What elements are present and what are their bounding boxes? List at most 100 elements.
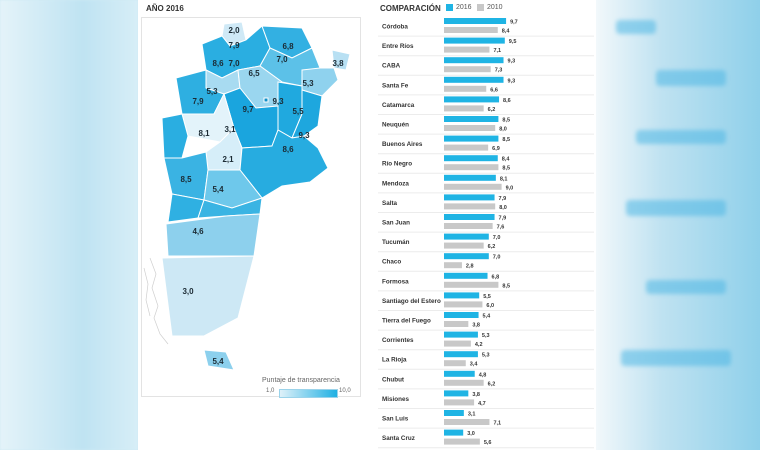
value-label-2016-caba: 9,3 [508,59,516,65]
legend-2010: 2010 [477,4,503,11]
bar-2016-tierra-del-fuego[interactable] [444,312,479,318]
bar-2010-san-juan[interactable] [444,223,493,229]
value-label-2010-santiago-del-estero: 6,0 [486,303,494,309]
category-label-entre-rios: Entre Ríos [382,43,414,50]
category-label-formosa: Formosa [382,278,409,285]
value-label-2016-rio-negro: 8,4 [502,157,511,163]
bar-2016-misiones[interactable] [444,390,469,397]
bar-2016-buenos-aires[interactable] [444,135,499,142]
value-label-2016-mendoza: 8,1 [500,176,508,182]
category-label-catamarca: Catamarca [382,102,415,109]
bar-2016-san-luis[interactable] [444,410,464,416]
bar-2016-la-rioja[interactable] [444,351,478,358]
bar-2010-catamarca[interactable] [444,105,484,112]
bar-2016-formosa[interactable] [444,272,488,279]
bar-2010-mendoza[interactable] [444,183,502,190]
region-chubut[interactable] [165,213,261,257]
value-label-2010-mendoza: 9,0 [506,185,514,191]
legend-label-2010: 2010 [487,4,503,11]
bar-2010-neuquen[interactable] [444,125,496,131]
category-label-san-juan: San Juan [382,220,410,227]
legend-swatch-2010 [477,4,484,11]
category-label-buenos-aires: Buenos Aires [382,141,423,148]
bar-2010-cordoba[interactable] [444,27,498,33]
bar-2016-caba[interactable] [444,57,504,64]
category-label-santiago-del-estero: Santiago del Estero [382,298,441,305]
bar-2016-rio-negro[interactable] [444,155,498,162]
region-san-juan[interactable] [161,113,189,159]
bar-2016-santa-fe[interactable] [444,76,504,83]
value-label-2010-buenos-aires: 6,9 [492,146,500,152]
bar-2010-tierra-del-fuego[interactable] [444,321,469,327]
bar-2016-santa-cruz[interactable] [444,429,464,436]
value-label-2016-san-luis: 3,1 [468,412,476,418]
map-label-catamarca: 5,3 [206,87,218,96]
value-label-2010-cordoba: 8,4 [502,29,511,35]
region-santa-cruz[interactable] [161,255,255,337]
bar-2016-chaco[interactable] [444,253,489,260]
category-label-salta: Salta [382,200,398,207]
bar-2010-entre-rios[interactable] [444,46,490,53]
region-misiones[interactable] [331,49,351,71]
map-label-misiones: 3,8 [332,59,344,68]
bar-2010-chaco[interactable] [444,262,462,269]
region-buenos-aires[interactable] [239,129,329,199]
map-label-catamarca-north: 8,6 [212,59,224,68]
map-label-caba: 9,3 [298,131,310,140]
bar-2010-salta[interactable] [444,203,496,210]
region-caba[interactable] [263,97,269,103]
bar-2010-santa-cruz[interactable] [444,438,480,445]
scale-gradient [279,389,338,398]
bar-2010-rio-negro[interactable] [444,164,499,171]
value-label-2016-tucuman: 7,0 [493,235,501,241]
bar-2016-cordoba[interactable] [444,18,507,24]
bar-2016-corrientes[interactable] [444,331,478,338]
bar-2016-chubut[interactable] [444,370,475,377]
map-label-tucuman: 7,0 [228,59,240,68]
bar-2016-neuquen[interactable] [444,116,499,122]
value-label-2016-salta: 7,9 [499,196,507,202]
bar-2010-chubut[interactable] [444,379,484,386]
bar-2016-catamarca[interactable] [444,96,500,103]
value-label-2016-catamarca: 8,6 [503,98,511,104]
value-label-2010-chaco: 2,8 [466,264,474,270]
bar-2010-misiones[interactable] [444,399,475,406]
comparison-bar-chart: Córdoba 9,7 8,4 Entre Ríos 9,5 7,1 CABA 9,3 7,3 S… [378,18,594,449]
value-label-2010-corrientes: 4,2 [475,342,483,348]
bar-2010-formosa[interactable] [444,281,499,288]
bar-2016-santiago-del-estero[interactable] [444,292,480,299]
bar-2010-santa-fe[interactable] [444,85,487,92]
region-tierra-del-fuego[interactable] [203,349,235,371]
value-label-2010-tucuman: 6,2 [488,244,496,250]
legend-label-2016: 2016 [456,4,472,11]
bar-2010-tucuman[interactable] [444,242,484,249]
bar-2016-tucuman[interactable] [444,233,489,240]
bar-2016-salta[interactable] [444,194,495,201]
blurred-background-left [0,0,138,450]
value-label-2010-san-juan: 7,6 [497,225,505,231]
bar-2010-san-luis[interactable] [444,419,490,425]
value-label-2010-rio-negro: 8,5 [502,166,510,172]
map-label-san-luis: 2,1 [222,155,234,164]
bar-2016-san-juan[interactable] [444,214,495,220]
bar-2010-santiago-del-estero[interactable] [444,301,483,308]
bar-2016-mendoza[interactable] [444,174,496,181]
bar-2010-buenos-aires[interactable] [444,144,489,151]
map-label-salta: 7,9 [228,41,240,50]
map-label-mendoza: 8,5 [180,175,192,184]
map-label-formosa: 6,8 [282,42,294,51]
map-label-buenos-aires: 8,6 [282,145,294,154]
map-label-jujuy: 2,0 [228,26,240,35]
bar-2010-caba[interactable] [444,66,491,73]
scale-max: 10,0 [339,388,351,394]
value-label-2010-catamarca: 6,2 [488,107,496,113]
value-label-2016-san-juan: 7,9 [499,216,507,222]
map-title: AÑO 2016 [146,4,184,13]
value-label-2016-tierra-del-fuego: 5,4 [483,314,492,320]
bar-2016-entre-rios[interactable] [444,37,505,44]
bar-2010-corrientes[interactable] [444,340,471,347]
value-label-2010-santa-cruz: 5,6 [484,440,492,446]
bar-2010-la-rioja[interactable] [444,360,466,367]
map-label-entre-rios: 5,5 [292,107,304,116]
category-label-corrientes: Corrientes [382,337,414,344]
